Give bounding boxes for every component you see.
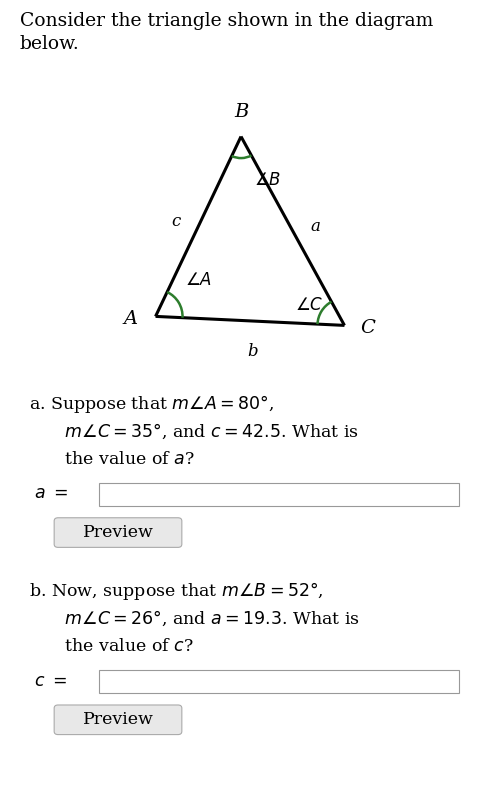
Text: $\angle A$: $\angle A$ <box>185 272 212 290</box>
Text: b. Now, suppose that $m\angle B = 52°$,: b. Now, suppose that $m\angle B = 52°$, <box>29 580 324 602</box>
Text: Preview: Preview <box>82 524 154 541</box>
Text: $a$ $=$: $a$ $=$ <box>34 485 68 502</box>
Text: Preview: Preview <box>82 711 154 728</box>
FancyBboxPatch shape <box>99 483 459 506</box>
Text: c: c <box>171 214 180 231</box>
Text: A: A <box>124 309 138 327</box>
Text: $m\angle C = 35°$, and $c = 42.5$. What is: $m\angle C = 35°$, and $c = 42.5$. What … <box>48 422 359 441</box>
Text: $m\angle C = 26°$, and $a = 19.3$. What is: $m\angle C = 26°$, and $a = 19.3$. What … <box>48 609 360 629</box>
Text: B: B <box>234 103 248 121</box>
Text: $c$ $=$: $c$ $=$ <box>34 673 67 690</box>
Text: C: C <box>360 319 375 337</box>
Text: $\angle B$: $\angle B$ <box>254 173 282 189</box>
Text: Consider the triangle shown in the diagram
below.: Consider the triangle shown in the diagr… <box>20 12 433 53</box>
FancyBboxPatch shape <box>54 705 182 735</box>
Text: the value of $c$?: the value of $c$? <box>48 638 194 655</box>
Text: the value of $a$?: the value of $a$? <box>48 451 195 468</box>
Text: b: b <box>247 343 258 360</box>
FancyBboxPatch shape <box>99 670 459 693</box>
Text: a: a <box>310 218 320 235</box>
FancyBboxPatch shape <box>54 518 182 547</box>
Text: a. Suppose that $m\angle A = 80°$,: a. Suppose that $m\angle A = 80°$, <box>29 393 274 415</box>
Text: $\angle C$: $\angle C$ <box>295 298 324 314</box>
